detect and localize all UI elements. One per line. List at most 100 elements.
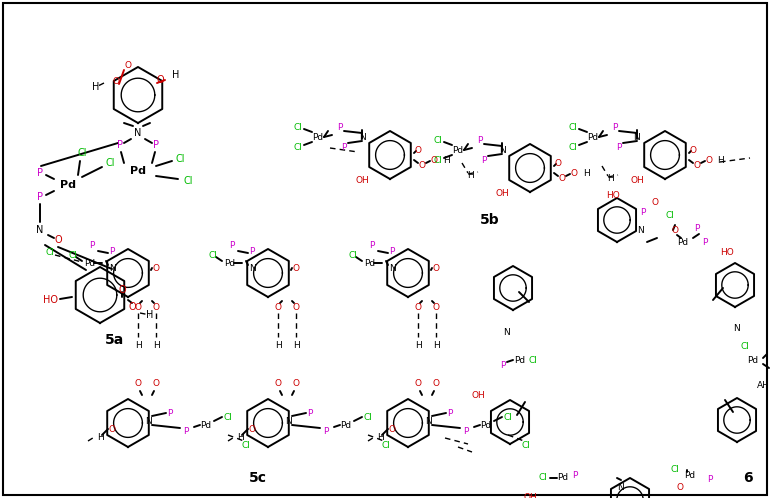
Text: N: N — [109, 263, 116, 272]
Text: O: O — [671, 226, 678, 235]
Text: O: O — [554, 158, 561, 167]
Text: Pd: Pd — [514, 356, 526, 365]
Text: H: H — [414, 341, 421, 350]
Text: H: H — [583, 168, 589, 177]
Text: N: N — [36, 225, 44, 235]
Text: N: N — [504, 328, 511, 337]
Text: H: H — [92, 82, 99, 92]
Text: Pd: Pd — [678, 238, 688, 247]
Text: O: O — [54, 235, 62, 245]
Text: Cl: Cl — [293, 142, 303, 151]
Text: O: O — [389, 424, 396, 433]
Text: Pd: Pd — [364, 258, 376, 267]
Text: P: P — [572, 471, 578, 480]
Text: O: O — [694, 160, 701, 169]
Text: O: O — [433, 263, 440, 272]
Text: N: N — [637, 226, 644, 235]
Text: O: O — [125, 60, 132, 70]
Text: O: O — [156, 75, 164, 85]
Text: 5c: 5c — [249, 471, 267, 485]
Text: H: H — [146, 310, 154, 320]
Text: H: H — [293, 341, 300, 350]
Text: P: P — [500, 361, 506, 370]
Text: O: O — [152, 302, 159, 312]
Text: Cl: Cl — [242, 441, 250, 450]
Text: O: O — [112, 77, 119, 86]
Text: Cl: Cl — [105, 158, 115, 168]
Text: HO: HO — [606, 191, 620, 200]
Text: Cl: Cl — [293, 123, 303, 131]
Text: P: P — [307, 408, 313, 417]
Text: P: P — [109, 247, 115, 255]
Text: H: H — [152, 341, 159, 350]
Text: O: O — [293, 302, 300, 312]
Text: Cl: Cl — [69, 250, 78, 259]
Text: O: O — [677, 484, 684, 493]
Text: H: H — [467, 170, 474, 179]
Text: OH: OH — [495, 189, 509, 198]
Text: P: P — [153, 140, 159, 150]
Text: Cl: Cl — [382, 441, 390, 450]
Text: OH: OH — [630, 175, 644, 184]
Text: Pd: Pd — [340, 420, 352, 429]
Text: H: H — [96, 433, 103, 443]
Text: H: H — [377, 433, 383, 443]
Text: OH: OH — [471, 390, 485, 399]
Text: Pd: Pd — [557, 474, 568, 483]
Text: P: P — [708, 476, 713, 485]
Text: Cl: Cl — [568, 142, 578, 151]
Text: Cl: Cl — [223, 412, 233, 421]
Text: P: P — [390, 247, 395, 255]
Text: HO: HO — [43, 295, 58, 305]
Text: P: P — [464, 426, 469, 435]
Text: H: H — [135, 341, 142, 350]
Text: P: P — [337, 123, 343, 131]
Text: Pd: Pd — [480, 420, 491, 429]
Text: OH: OH — [523, 494, 537, 498]
Text: P: P — [167, 408, 172, 417]
Text: N: N — [617, 484, 624, 493]
Text: N: N — [145, 416, 152, 425]
Text: O: O — [118, 285, 126, 295]
Text: Pd: Pd — [200, 420, 212, 429]
Text: O: O — [274, 302, 282, 312]
Text: O: O — [419, 160, 426, 169]
Text: N: N — [389, 263, 395, 272]
Text: P: P — [183, 426, 189, 435]
Text: Cl: Cl — [665, 211, 675, 220]
Text: H: H — [275, 341, 281, 350]
Text: OH: OH — [355, 175, 369, 184]
Text: Pd: Pd — [85, 258, 95, 267]
Text: 5b: 5b — [480, 213, 500, 227]
Text: Cl: Cl — [183, 176, 192, 186]
Text: O: O — [109, 424, 116, 433]
Text: H: H — [607, 173, 614, 182]
Text: O: O — [571, 168, 578, 177]
Text: 6: 6 — [743, 471, 753, 485]
Text: Cl: Cl — [741, 342, 749, 351]
Text: P: P — [641, 208, 646, 217]
Text: P: P — [37, 168, 43, 178]
Text: O: O — [152, 263, 159, 272]
Text: Cl: Cl — [77, 148, 87, 158]
Text: P: P — [477, 135, 483, 144]
Text: Cl: Cl — [504, 412, 513, 421]
Text: P: P — [612, 123, 618, 131]
Text: O: O — [293, 378, 300, 387]
Text: H: H — [718, 155, 725, 164]
Text: N: N — [249, 263, 256, 272]
Text: O: O — [414, 378, 421, 387]
Text: P: P — [695, 224, 700, 233]
Text: P: P — [616, 142, 621, 151]
Text: P: P — [117, 140, 123, 150]
Text: Cl: Cl — [209, 250, 217, 259]
Text: HO: HO — [720, 248, 734, 256]
Text: H: H — [172, 70, 179, 80]
Text: Pd: Pd — [130, 166, 146, 176]
Text: P: P — [341, 142, 346, 151]
Text: Pd: Pd — [313, 132, 323, 141]
Text: P: P — [229, 241, 235, 249]
Text: P: P — [323, 426, 329, 435]
Text: Cl: Cl — [349, 250, 357, 259]
FancyBboxPatch shape — [3, 3, 767, 495]
